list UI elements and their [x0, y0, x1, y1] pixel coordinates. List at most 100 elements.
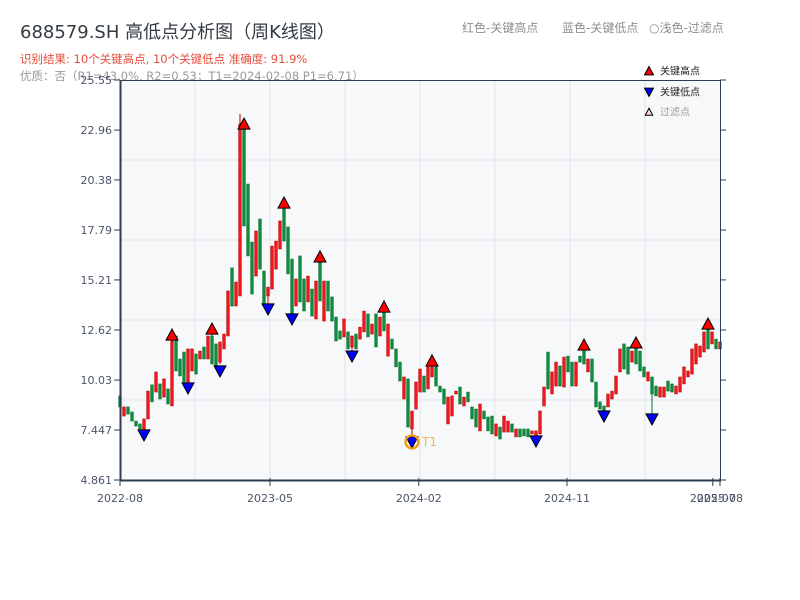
- x-tick-label: 2022-08: [97, 492, 143, 505]
- candle-up: [694, 343, 698, 365]
- candle-body: [358, 326, 362, 340]
- candle-up: [222, 333, 226, 350]
- candle-down: [398, 361, 402, 382]
- candle-up: [586, 358, 590, 373]
- candle-body: [438, 385, 442, 393]
- candle-body: [262, 270, 266, 307]
- candle-body: [290, 258, 294, 317]
- candle-up: [674, 385, 678, 395]
- candle-down: [334, 316, 338, 342]
- key-high-marker-icon: [237, 117, 251, 130]
- candle-down: [302, 278, 306, 312]
- candle-body: [418, 368, 422, 393]
- legend-filtered-marker-icon: [644, 107, 654, 116]
- candle-body: [598, 401, 602, 410]
- candle-up: [402, 376, 406, 400]
- candle-up: [306, 275, 310, 303]
- candle-down: [666, 380, 670, 392]
- candle-down: [134, 420, 138, 427]
- candle-up: [506, 420, 510, 433]
- candle-body: [330, 296, 334, 322]
- key-high-marker-icon: [277, 195, 291, 209]
- candle-body: [606, 393, 610, 408]
- candle-body: [690, 348, 694, 375]
- candle-up: [478, 403, 482, 432]
- candle-up: [350, 335, 354, 352]
- candle-up: [170, 339, 174, 407]
- candle-body: [714, 338, 718, 350]
- candle-up: [414, 381, 418, 410]
- candle-body: [126, 406, 130, 415]
- candle-body: [494, 423, 498, 437]
- color-key-high: 红色-关键高点: [462, 21, 539, 35]
- candle-body: [146, 390, 150, 420]
- candle-up: [198, 350, 202, 360]
- key-high-marker-icon: [425, 353, 439, 367]
- candle-body: [198, 350, 202, 360]
- candle-down: [578, 355, 582, 363]
- key-high-marker-icon: [577, 338, 591, 351]
- candle-down: [650, 376, 654, 415]
- candle-body: [522, 428, 526, 437]
- candle-body: [710, 331, 714, 345]
- candle-body: [674, 385, 678, 395]
- candle-down: [602, 405, 606, 412]
- candle-body: [170, 340, 174, 407]
- candle-body: [510, 423, 514, 433]
- candle-down: [642, 366, 646, 378]
- candle-up: [206, 335, 210, 360]
- candle-body: [174, 335, 178, 372]
- candle-up: [662, 386, 666, 398]
- candle-body: [626, 346, 630, 375]
- candle-up: [446, 396, 450, 425]
- candle-up: [530, 430, 534, 435]
- candle-up: [538, 410, 542, 435]
- candle-down: [598, 401, 602, 410]
- candle-down: [382, 311, 386, 332]
- candle-down: [526, 428, 530, 438]
- candle-down: [290, 258, 294, 317]
- candle-body: [474, 408, 478, 428]
- candle-down: [258, 218, 262, 270]
- candle-body: [662, 386, 666, 398]
- candle-up: [542, 386, 546, 407]
- candle-down: [458, 386, 462, 405]
- candle-body: [454, 390, 458, 395]
- candle-up: [294, 278, 298, 307]
- candle-body: [206, 335, 210, 360]
- candle-body: [242, 121, 246, 227]
- candle-body: [498, 426, 502, 440]
- candle-body: [350, 335, 354, 348]
- candle-down: [210, 333, 214, 365]
- candle-body: [362, 310, 366, 333]
- candle-body: [658, 386, 662, 398]
- key-low-marker-icon: [529, 435, 543, 449]
- candle-down: [262, 270, 266, 307]
- candle-down: [130, 411, 134, 422]
- candle-down: [182, 351, 186, 383]
- candle-down: [406, 378, 410, 428]
- candle-down: [498, 426, 502, 440]
- candle-body: [458, 386, 462, 405]
- candle-down: [594, 381, 598, 408]
- candle-up: [322, 280, 326, 322]
- candle-body: [218, 341, 222, 363]
- candle-up: [618, 348, 622, 373]
- candle-body: [586, 358, 590, 373]
- legend-label: 过滤点: [660, 106, 690, 119]
- x-tick-label: 2024-11: [544, 492, 590, 505]
- candle-body: [378, 316, 382, 337]
- candle-body: [682, 366, 686, 385]
- key-high-marker-icon: [701, 316, 715, 330]
- candle-body: [602, 405, 606, 412]
- x-tick-label: 2024-02: [396, 492, 442, 505]
- candle-body: [514, 428, 518, 438]
- candle-up: [278, 220, 282, 250]
- candle-up: [658, 386, 662, 398]
- candle-up: [122, 406, 126, 417]
- candle-down: [390, 338, 394, 350]
- candle-body: [654, 385, 658, 397]
- candle-body: [166, 388, 170, 405]
- candle-body: [366, 313, 370, 338]
